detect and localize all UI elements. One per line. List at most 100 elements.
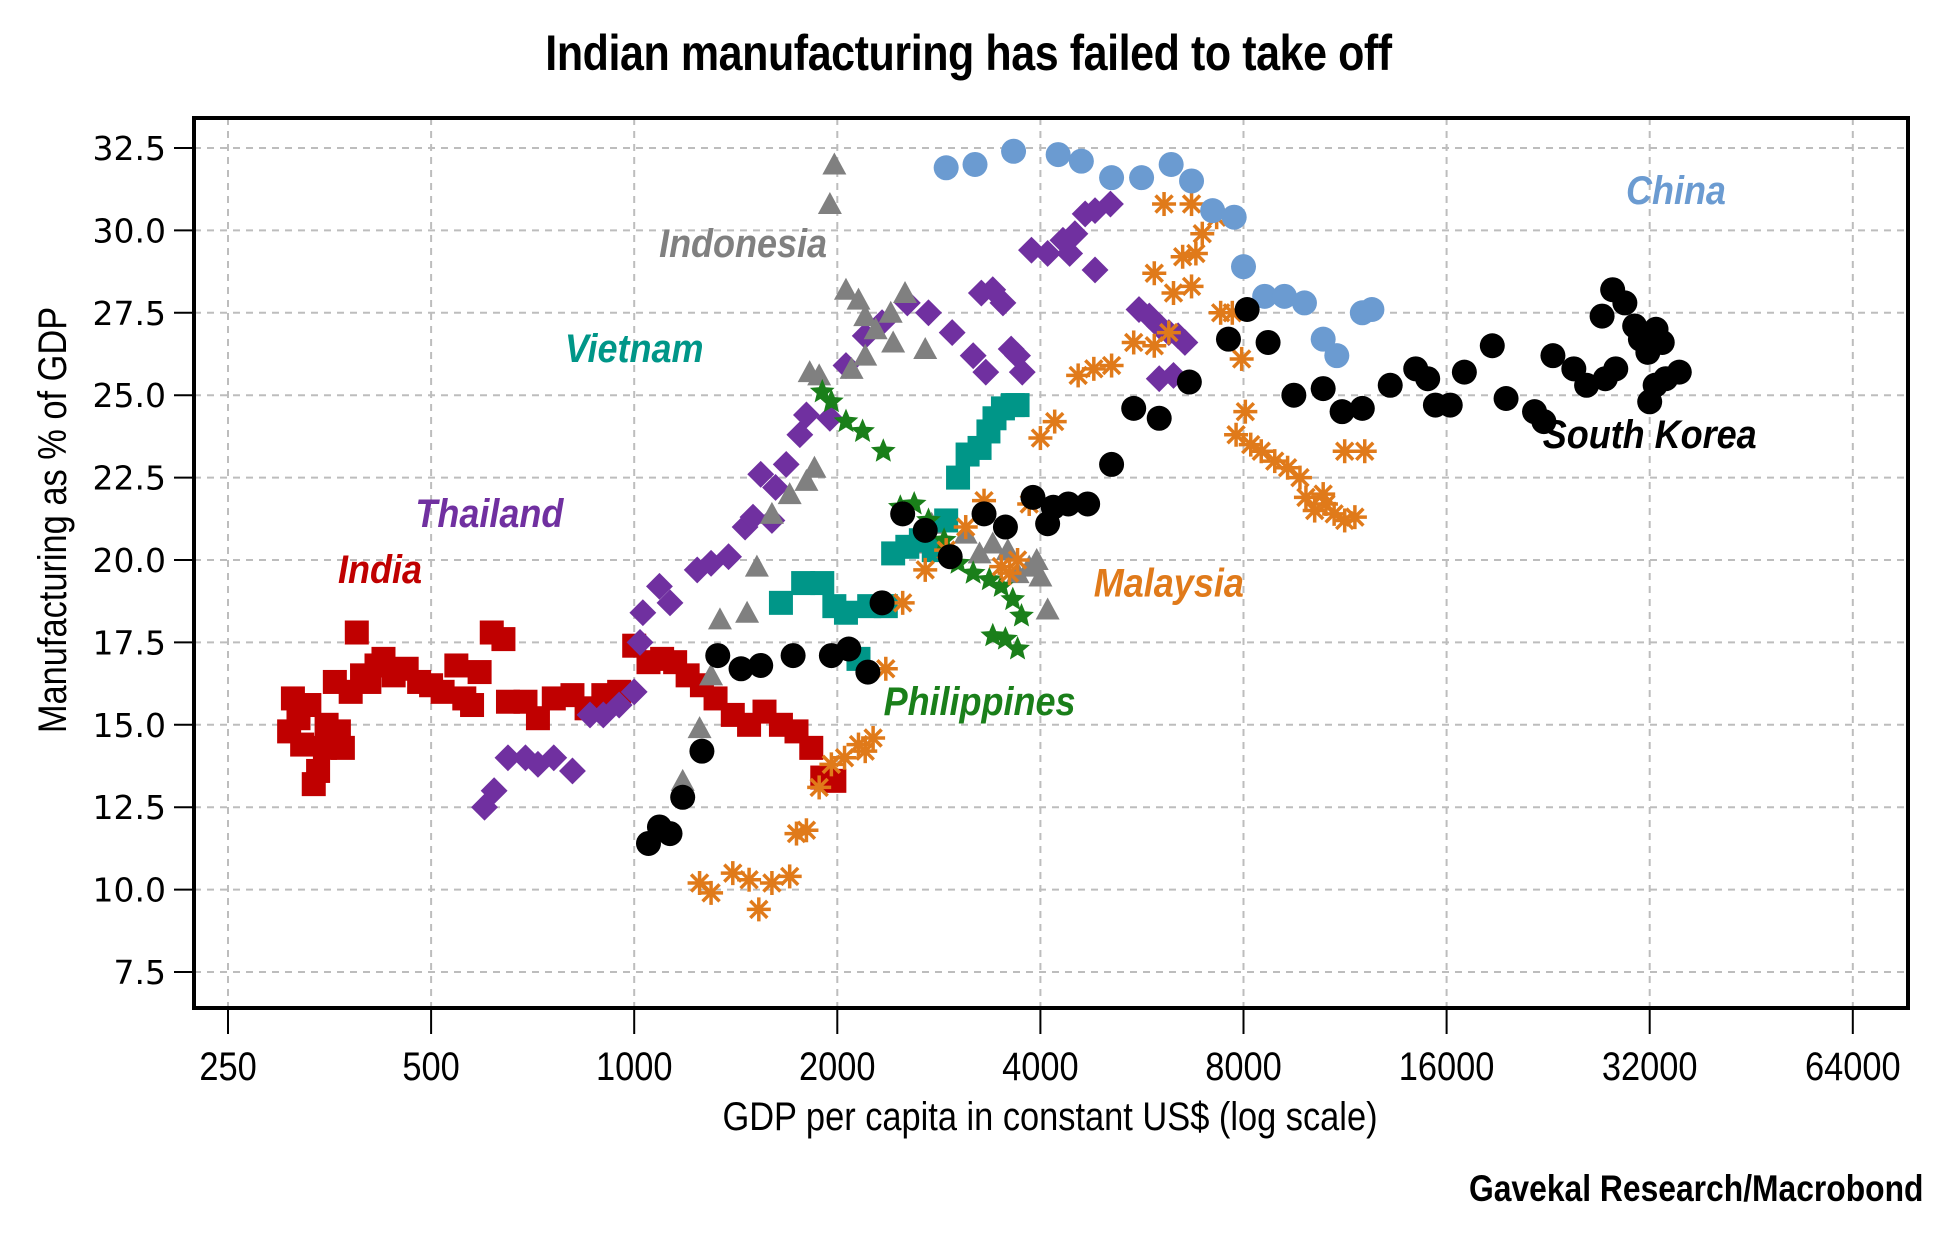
point-india bbox=[491, 627, 516, 652]
point-south-korea bbox=[1451, 359, 1477, 385]
series-label-indonesia: Indonesia bbox=[659, 222, 827, 266]
point-china bbox=[1231, 254, 1256, 280]
point-south-korea bbox=[1666, 359, 1692, 385]
point-china bbox=[1310, 326, 1336, 352]
x-tick-label: 64000 bbox=[1805, 1044, 1901, 1089]
point-malaysia bbox=[759, 871, 784, 896]
asterisk-stroke bbox=[1181, 276, 1202, 297]
point-malaysia bbox=[699, 880, 724, 905]
point-indonesia bbox=[878, 300, 903, 323]
source-credit: Gavekal Research/Macrobond bbox=[1468, 1168, 1923, 1209]
asterisk-stroke bbox=[809, 777, 829, 798]
point-vietnam bbox=[946, 465, 971, 490]
point-south-korea bbox=[1121, 395, 1147, 421]
point-south-korea bbox=[1437, 392, 1463, 418]
asterisk-stroke bbox=[1154, 194, 1174, 214]
point-indonesia bbox=[863, 317, 888, 340]
point-indonesia bbox=[699, 663, 724, 686]
y-axis-title: Manufacturing as % of GDP bbox=[30, 307, 75, 733]
point-china bbox=[1158, 151, 1184, 177]
asterisk-stroke bbox=[749, 899, 769, 920]
series-south-korea bbox=[635, 277, 1692, 856]
x-tick-label: 4000 bbox=[1002, 1044, 1079, 1089]
x-tick-label: 8000 bbox=[1205, 1044, 1282, 1089]
series-indonesia bbox=[670, 152, 1060, 791]
y-tick-label: 20.0 bbox=[93, 541, 166, 580]
series-malaysia bbox=[687, 192, 1377, 922]
x-tick-label: 2000 bbox=[799, 1044, 876, 1089]
point-indonesia bbox=[807, 363, 832, 386]
point-indonesia bbox=[822, 152, 847, 175]
point-malaysia bbox=[997, 561, 1022, 586]
point-indonesia bbox=[839, 356, 864, 379]
point-malaysia bbox=[1179, 192, 1204, 217]
point-south-korea bbox=[1055, 491, 1081, 517]
asterisk-stroke bbox=[1007, 550, 1028, 570]
point-india bbox=[330, 735, 355, 760]
asterisk-stroke bbox=[1313, 484, 1333, 504]
point-south-korea bbox=[890, 501, 916, 527]
asterisk-stroke bbox=[701, 883, 721, 903]
point-vietnam bbox=[1005, 393, 1030, 418]
asterisk-stroke bbox=[1186, 243, 1206, 264]
series-label-vietnam: Vietnam bbox=[565, 328, 704, 372]
asterisk-stroke bbox=[1265, 451, 1285, 471]
point-china bbox=[1099, 165, 1125, 191]
x-tick-label: 32000 bbox=[1602, 1044, 1698, 1089]
asterisk-stroke bbox=[723, 863, 743, 883]
point-thailand bbox=[938, 319, 966, 347]
y-tick-label: 17.5 bbox=[93, 623, 166, 662]
asterisk-stroke bbox=[999, 563, 1020, 583]
point-indonesia bbox=[707, 607, 732, 630]
point-indonesia bbox=[759, 501, 784, 524]
point-malaysia bbox=[953, 515, 978, 540]
point-vietnam bbox=[768, 590, 793, 615]
x-tick-label: 500 bbox=[402, 1044, 459, 1089]
point-indonesia bbox=[881, 330, 906, 353]
asterisk-stroke bbox=[1290, 467, 1310, 488]
asterisk-stroke bbox=[915, 560, 935, 580]
point-vietnam bbox=[833, 600, 858, 625]
plot-frame bbox=[192, 116, 1910, 1010]
point-malaysia bbox=[1152, 192, 1177, 217]
point-south-korea bbox=[670, 784, 696, 810]
point-indonesia bbox=[1024, 548, 1049, 570]
point-south-korea bbox=[705, 643, 731, 669]
point-malaysia bbox=[1042, 409, 1067, 434]
point-malaysia bbox=[1342, 505, 1367, 530]
point-malaysia bbox=[1249, 439, 1274, 464]
x-axis-title: GDP per capita in constant US$ (log scal… bbox=[722, 1094, 1377, 1139]
point-indonesia bbox=[802, 455, 827, 478]
point-south-korea bbox=[1146, 405, 1172, 431]
point-philippines bbox=[1005, 636, 1030, 660]
y-tick-label: 10.0 bbox=[93, 871, 166, 910]
point-malaysia bbox=[1099, 353, 1124, 378]
asterisk-stroke bbox=[1044, 411, 1065, 432]
point-china bbox=[1001, 138, 1027, 164]
point-south-korea bbox=[748, 652, 774, 678]
point-china bbox=[962, 151, 988, 177]
point-south-korea bbox=[1603, 356, 1629, 382]
point-south-korea bbox=[971, 501, 997, 527]
point-china bbox=[1045, 142, 1071, 168]
point-south-korea bbox=[1649, 329, 1675, 355]
asterisk-stroke bbox=[1241, 434, 1261, 455]
point-south-korea bbox=[1349, 395, 1375, 421]
point-thailand bbox=[1081, 256, 1109, 284]
point-malaysia bbox=[1081, 356, 1106, 381]
asterisk-stroke bbox=[1226, 425, 1246, 445]
y-axis: 7.5 10.0 12.5 15.0 17.5 20.0 22.5 25.0 27.5 30.0 3… bbox=[93, 129, 194, 992]
point-china bbox=[1221, 204, 1247, 230]
point-malaysia bbox=[777, 864, 802, 889]
point-south-korea bbox=[992, 514, 1018, 540]
point-malaysia bbox=[1142, 261, 1167, 286]
point-china bbox=[1129, 165, 1155, 191]
x-tick-label: 16000 bbox=[1399, 1044, 1495, 1089]
x-tick-label: 1000 bbox=[596, 1044, 673, 1089]
asterisk-stroke bbox=[1251, 441, 1271, 461]
point-indonesia bbox=[893, 281, 918, 304]
asterisk-stroke bbox=[1172, 247, 1193, 267]
y-tick-label: 12.5 bbox=[93, 788, 166, 827]
point-vietnam bbox=[810, 571, 835, 596]
